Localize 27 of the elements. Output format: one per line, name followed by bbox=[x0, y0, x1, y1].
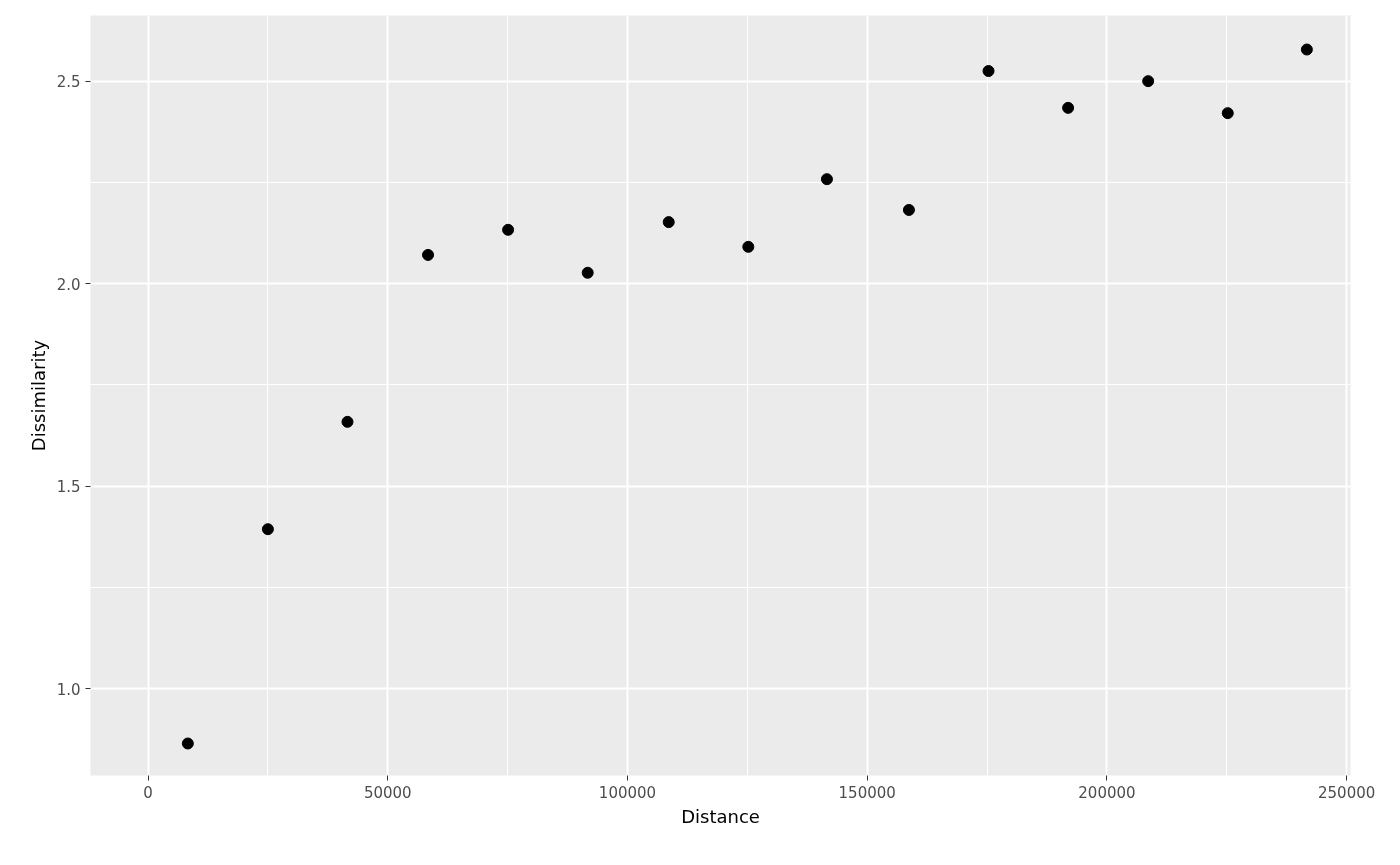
point bbox=[581, 266, 594, 279]
y-tick-label: 2.0 bbox=[56, 275, 81, 294]
x-tick-label: 0 bbox=[143, 783, 153, 802]
point bbox=[341, 415, 354, 428]
x-axis-title: Distance bbox=[681, 805, 760, 827]
point bbox=[820, 173, 833, 186]
x-tick-label: 200000 bbox=[1078, 783, 1136, 802]
point bbox=[742, 240, 755, 253]
point bbox=[1300, 43, 1313, 56]
x-tick-label: 100000 bbox=[598, 783, 657, 802]
point bbox=[502, 223, 515, 236]
x-tick-label: 150000 bbox=[838, 783, 896, 802]
point bbox=[422, 248, 435, 261]
y-tick-label: 1.5 bbox=[56, 478, 81, 497]
x-tick-label: 50000 bbox=[363, 783, 412, 802]
x-tick-label: 250000 bbox=[1318, 783, 1376, 802]
point bbox=[1142, 75, 1155, 88]
point bbox=[982, 65, 995, 77]
y-axis-title: Dissimilarity bbox=[27, 339, 49, 452]
point bbox=[902, 203, 915, 216]
point bbox=[1221, 107, 1234, 120]
point bbox=[662, 216, 675, 229]
y-tick-label: 2.5 bbox=[56, 73, 81, 92]
point bbox=[181, 737, 194, 750]
point bbox=[1062, 101, 1075, 114]
y-tick-label: 1.0 bbox=[56, 680, 81, 699]
point bbox=[261, 523, 274, 536]
